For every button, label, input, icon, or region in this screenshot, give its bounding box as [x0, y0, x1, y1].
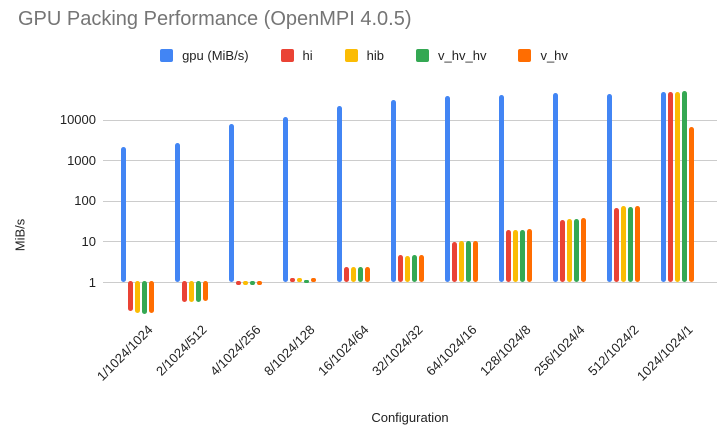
bar	[526, 228, 532, 282]
bar	[552, 92, 558, 282]
bar	[458, 241, 464, 282]
bar	[364, 266, 370, 282]
legend-item: hib	[344, 47, 385, 63]
bar	[620, 205, 626, 282]
bar	[181, 281, 187, 302]
bar	[505, 230, 511, 282]
bar	[627, 206, 633, 282]
bar	[188, 281, 194, 303]
legend-item: v_hv_hv	[416, 48, 486, 63]
legend-label: hi	[302, 47, 313, 63]
bar	[235, 281, 241, 285]
bar	[127, 281, 133, 312]
legend-item: v_hv	[518, 47, 568, 63]
legend-label: gpu (MiB/s)	[182, 47, 249, 63]
legend-swatch-icon	[344, 48, 358, 62]
bar	[289, 278, 295, 282]
legend-swatch-icon	[160, 48, 174, 62]
y-tick-label: 100	[74, 193, 96, 209]
bar	[242, 281, 248, 285]
x-tick-label: 256/1024/4	[530, 322, 588, 379]
x-tick-label: 16/1024/64	[314, 322, 372, 379]
bar	[465, 241, 471, 282]
bar	[134, 281, 140, 314]
bar	[411, 255, 417, 282]
legend-swatch-icon	[518, 48, 532, 62]
bar	[357, 267, 363, 282]
x-tick-label: 8/1024/128	[260, 322, 318, 379]
gridline	[103, 119, 717, 121]
bar	[404, 255, 410, 282]
y-tick-label: 10	[81, 233, 96, 249]
bar	[613, 208, 619, 282]
bar	[418, 255, 424, 282]
gridline	[103, 241, 717, 243]
bar	[580, 218, 586, 282]
x-tick-label: 2/1024/512	[152, 322, 210, 379]
bar	[688, 127, 694, 282]
y-tick-label: 10000	[59, 112, 96, 128]
bar	[120, 146, 126, 282]
bar	[148, 281, 154, 314]
bar	[397, 254, 403, 282]
legend-item: gpu (MiB/s)	[160, 47, 249, 63]
bar	[512, 230, 518, 282]
bar	[343, 266, 349, 282]
bar	[667, 91, 673, 282]
x-tick-label: 32/1024/32	[368, 322, 426, 379]
bar	[249, 281, 255, 286]
bar	[674, 91, 680, 282]
bar	[310, 278, 316, 282]
bar	[141, 281, 147, 315]
bar	[681, 91, 687, 282]
bar	[303, 279, 309, 284]
bar	[660, 92, 666, 282]
x-tick-label: 4/1024/256	[206, 322, 264, 379]
gridline	[103, 200, 717, 202]
x-axis-title: Configuration	[371, 410, 449, 425]
bar	[390, 99, 396, 282]
legend-label: v_hv	[540, 47, 568, 63]
x-tick-label: 64/1024/16	[422, 322, 480, 379]
legend: gpu (MiB/s) hi hib v_hv_hv v_hv	[0, 46, 728, 64]
chart-title: GPU Packing Performance (OpenMPI 4.0.5)	[18, 8, 412, 30]
bar	[202, 281, 208, 302]
bar	[444, 96, 450, 282]
bar	[566, 218, 572, 282]
x-tick-label: 1/1024/1024	[93, 322, 156, 384]
legend-swatch-icon	[280, 48, 294, 62]
legend-label: v_hv_hv	[438, 47, 487, 63]
gridline	[103, 282, 717, 283]
legend-item: hi	[280, 47, 313, 63]
bar	[451, 242, 457, 282]
bar	[174, 143, 180, 282]
bar	[282, 116, 288, 282]
y-tick-label: 1000	[67, 152, 96, 168]
x-tick-label: 128/1024/8	[476, 322, 534, 379]
x-tick-label: 1024/1024/1	[633, 322, 696, 384]
bar	[256, 281, 262, 285]
bar	[228, 123, 234, 282]
y-axis-title: MiB/s	[12, 218, 28, 252]
bar	[606, 94, 612, 282]
bar	[296, 278, 302, 282]
x-tick-label: 512/1024/2	[584, 322, 642, 379]
bar	[559, 219, 565, 282]
legend-label: hib	[366, 47, 385, 63]
bar	[519, 230, 525, 282]
bar	[634, 206, 640, 282]
bar	[195, 281, 201, 303]
gridline	[103, 160, 717, 162]
y-tick-label: 1	[88, 274, 96, 290]
bar	[336, 105, 342, 282]
bar	[350, 267, 356, 282]
bar	[472, 241, 478, 282]
bar	[573, 218, 579, 282]
bar	[498, 94, 504, 282]
legend-swatch-icon	[416, 48, 430, 62]
